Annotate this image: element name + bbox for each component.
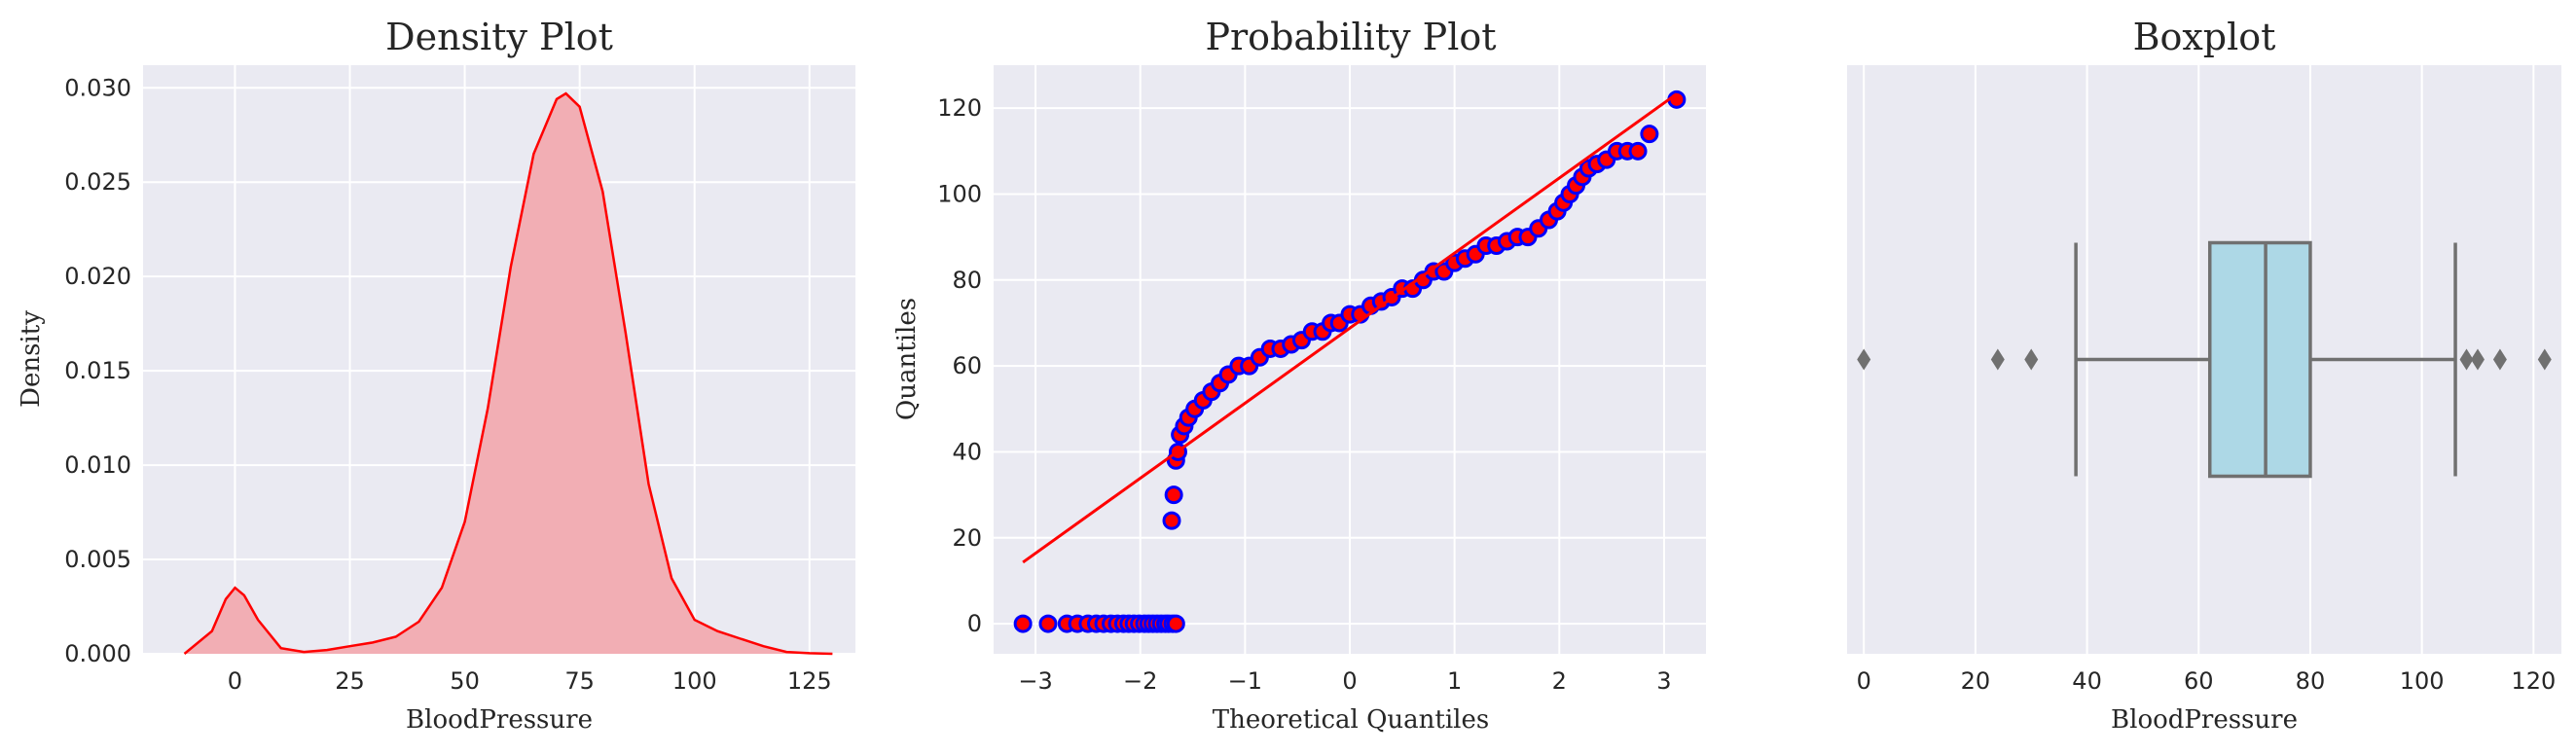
boxplot-x-tick-label: 100 xyxy=(2400,667,2445,695)
boxplot-outlier xyxy=(2492,348,2507,371)
probability-point xyxy=(1013,614,1033,633)
boxplot-marks xyxy=(1857,240,2552,479)
density-y-tick-label: 0.010 xyxy=(64,451,131,479)
density-y-tick-label: 0.005 xyxy=(64,546,131,573)
density-fill-area xyxy=(184,93,833,655)
boxplot-outlier xyxy=(2024,348,2039,371)
density-x-tick-label: 50 xyxy=(450,667,480,695)
boxplot-x-tick-label: 120 xyxy=(2511,667,2556,695)
probability-y-tick-label: 0 xyxy=(967,610,982,637)
probability-x-tick-label: −1 xyxy=(1228,667,1262,695)
probability-y-tick-label: 120 xyxy=(937,94,982,122)
boxplot-x-tick-label: 20 xyxy=(1961,667,1991,695)
probability-x-tick-label: 3 xyxy=(1656,667,1671,695)
density-x-tick-label: 75 xyxy=(564,667,595,695)
density-x-tick-label: 100 xyxy=(672,667,717,695)
probability-marks xyxy=(1013,90,1687,633)
probability-x-tick-label: 0 xyxy=(1342,667,1357,695)
boxplot-box xyxy=(2207,240,2312,479)
density-y-ticks: 0.000 0.005 0.010 0.015 0.020 0.025 0.030 xyxy=(64,74,131,667)
probability-x-tick-label: −2 xyxy=(1123,667,1157,695)
density-x-ticks: 0 25 50 75 100 125 xyxy=(228,667,832,695)
probability-x-ticks: −3 −2 −1 0 1 2 3 xyxy=(1018,667,1671,695)
density-y-label: Density xyxy=(17,310,46,408)
probability-point xyxy=(1038,614,1058,633)
boxplot-outlier xyxy=(1857,348,1871,371)
boxplot-panel: Boxplot 0 20 40 60 80 100 120 BloodPressure xyxy=(1847,16,2561,735)
density-x-tick-label: 0 xyxy=(228,667,242,695)
boxplot-x-ticks: 0 20 40 60 80 100 120 xyxy=(1857,667,2557,695)
density-title: Density Plot xyxy=(385,16,613,58)
probability-point xyxy=(1640,125,1659,144)
probability-point xyxy=(1628,141,1648,161)
boxplot-x-label: BloodPressure xyxy=(2111,705,2298,735)
density-x-tick-label: 125 xyxy=(787,667,832,695)
boxplot-x-tick-label: 80 xyxy=(2296,667,2326,695)
probability-y-tick-label: 20 xyxy=(952,524,982,552)
boxplot-outlier xyxy=(1990,348,2005,371)
density-x-tick-label: 25 xyxy=(335,667,365,695)
probability-point xyxy=(1162,511,1181,530)
probability-x-label: Theoretical Quantiles xyxy=(1213,705,1489,735)
probability-y-label: Quantiles xyxy=(892,298,922,420)
boxplot-x-tick-label: 0 xyxy=(1857,667,1871,695)
probability-x-tick-label: −3 xyxy=(1018,667,1052,695)
density-x-label: BloodPressure xyxy=(406,705,593,735)
probability-y-ticks: 0 20 40 60 80 100 120 xyxy=(937,94,982,637)
probability-y-tick-label: 40 xyxy=(952,438,982,465)
density-panel: Density Plot 0 25 50 75 100 125 0.0000.0050.0… xyxy=(17,16,855,735)
boxplot-outlier xyxy=(2470,348,2485,371)
boxplot-outlier xyxy=(2537,348,2552,371)
boxplot-title: Boxplot xyxy=(2133,16,2276,58)
density-marks xyxy=(183,91,833,656)
probability-y-tick-label: 100 xyxy=(937,180,982,207)
density-y-tick-label: 0.015 xyxy=(64,357,131,384)
density-y-tick-label: 0.020 xyxy=(64,263,131,290)
density-curve xyxy=(183,91,833,656)
probability-title: Probability Plot xyxy=(1205,16,1496,58)
probability-y-tick-label: 80 xyxy=(952,267,982,294)
boxplot-outlier xyxy=(2459,348,2474,371)
boxplot-x-tick-label: 40 xyxy=(2072,667,2102,695)
density-y-tick-label: 0.030 xyxy=(64,74,131,101)
density-y-tick-label: 0.000 xyxy=(64,640,131,667)
probability-point xyxy=(1166,614,1185,633)
probability-fit-line xyxy=(1022,92,1678,564)
probability-x-tick-label: 1 xyxy=(1447,667,1462,695)
probability-y-tick-label: 60 xyxy=(952,352,982,379)
probability-panel: Probability Plot −3 −2 −1 0 1 2 3 0 20 40 60 80 100… xyxy=(892,16,1706,735)
boxplot-x-tick-label: 60 xyxy=(2184,667,2214,695)
probability-x-tick-label: 2 xyxy=(1552,667,1567,695)
density-y-tick-label: 0.025 xyxy=(64,168,131,196)
probability-point xyxy=(1164,485,1183,505)
